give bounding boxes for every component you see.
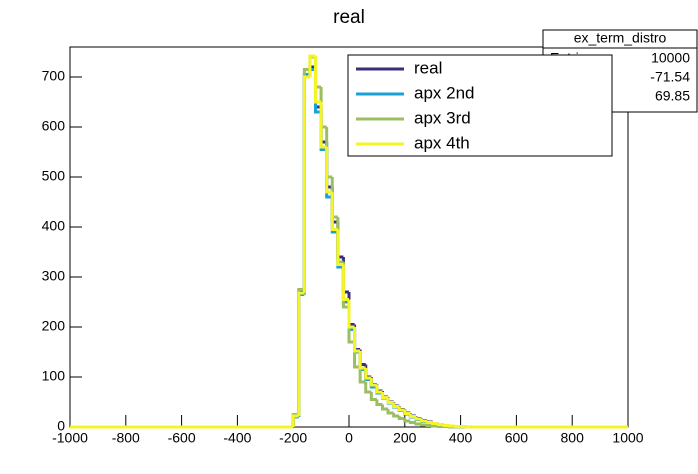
x-tick-label: -800 xyxy=(112,430,140,446)
hist-bin xyxy=(325,147,333,194)
hist-bin xyxy=(297,291,305,416)
hist-bin xyxy=(369,392,377,401)
hist-bin xyxy=(453,425,461,428)
hist-bin xyxy=(302,75,310,293)
hist-bin xyxy=(442,424,450,427)
stats-title: ex_term_distro xyxy=(574,30,667,46)
legend-box xyxy=(347,54,613,157)
x-tick-label: -1000 xyxy=(52,430,88,446)
hist-bin xyxy=(380,392,389,399)
legend-label: apx 4th xyxy=(414,133,470,152)
hist-bin xyxy=(436,425,444,428)
hist-bin xyxy=(408,421,416,424)
hist-bin xyxy=(336,229,344,266)
chart-title: real xyxy=(333,7,365,28)
hist-bin xyxy=(386,397,394,404)
y-tick-label: 700 xyxy=(42,68,66,84)
hist-bin xyxy=(380,404,389,411)
hist-bin xyxy=(314,56,322,104)
hist-bin xyxy=(403,410,411,415)
hist-bin xyxy=(375,399,383,406)
hist-bin xyxy=(414,422,422,426)
hist-bin xyxy=(464,425,472,429)
x-tick-label: 400 xyxy=(449,430,473,446)
hist-bin xyxy=(353,327,361,353)
hist-bin xyxy=(431,422,439,425)
hist-bin xyxy=(397,406,405,412)
hist-bin xyxy=(431,424,439,428)
hist-bin xyxy=(386,409,394,415)
hist-bin xyxy=(392,402,400,408)
x-tick-label: -400 xyxy=(223,430,251,446)
hist-bin xyxy=(364,382,372,394)
stats-value: 69.85 xyxy=(655,88,690,104)
y-tick-label: 300 xyxy=(42,268,66,284)
stats-value: -71.54 xyxy=(650,69,690,85)
hist-bin xyxy=(358,351,366,370)
hist-bin xyxy=(375,385,383,394)
hist-bin xyxy=(347,299,355,329)
y-tick-label: 200 xyxy=(42,318,66,334)
x-tick-label: 600 xyxy=(505,430,529,446)
hist-bin xyxy=(392,413,400,418)
hist-bin xyxy=(420,419,428,423)
hist-bin xyxy=(447,424,456,428)
hist-bin xyxy=(420,423,428,427)
hist-bin xyxy=(341,264,349,301)
legend-label: apx 3rd xyxy=(414,108,471,127)
x-tick-label: -600 xyxy=(168,430,196,446)
hist-bin xyxy=(364,368,372,380)
hist-bin xyxy=(319,102,327,149)
hist-bin xyxy=(308,54,316,77)
x-tick-label: 800 xyxy=(561,430,585,446)
x-tick-label: 0 xyxy=(345,430,353,446)
hist-bin xyxy=(358,367,366,384)
legend-label: real xyxy=(414,58,442,77)
hist-bin xyxy=(414,416,422,421)
hist-bin xyxy=(369,378,377,387)
y-tick-label: 500 xyxy=(42,168,66,184)
hist-bin xyxy=(425,421,433,424)
hist-bin xyxy=(425,424,433,427)
stats-value: 10000 xyxy=(651,50,690,66)
hist-bin xyxy=(408,413,416,418)
hist-bin xyxy=(330,192,338,231)
x-tick-label: 1000 xyxy=(612,430,643,446)
x-tick-label: -200 xyxy=(279,430,307,446)
hist-bin xyxy=(291,414,299,427)
legend-label: apx 2nd xyxy=(414,83,475,102)
x-tick-label: 200 xyxy=(393,430,417,446)
hist-bin xyxy=(397,416,405,420)
y-tick-label: 0 xyxy=(57,418,65,434)
y-tick-label: 600 xyxy=(42,118,66,134)
y-tick-label: 100 xyxy=(42,368,66,384)
y-tick-label: 400 xyxy=(42,218,66,234)
hist-bin xyxy=(436,423,444,426)
hist-bin xyxy=(403,418,411,423)
